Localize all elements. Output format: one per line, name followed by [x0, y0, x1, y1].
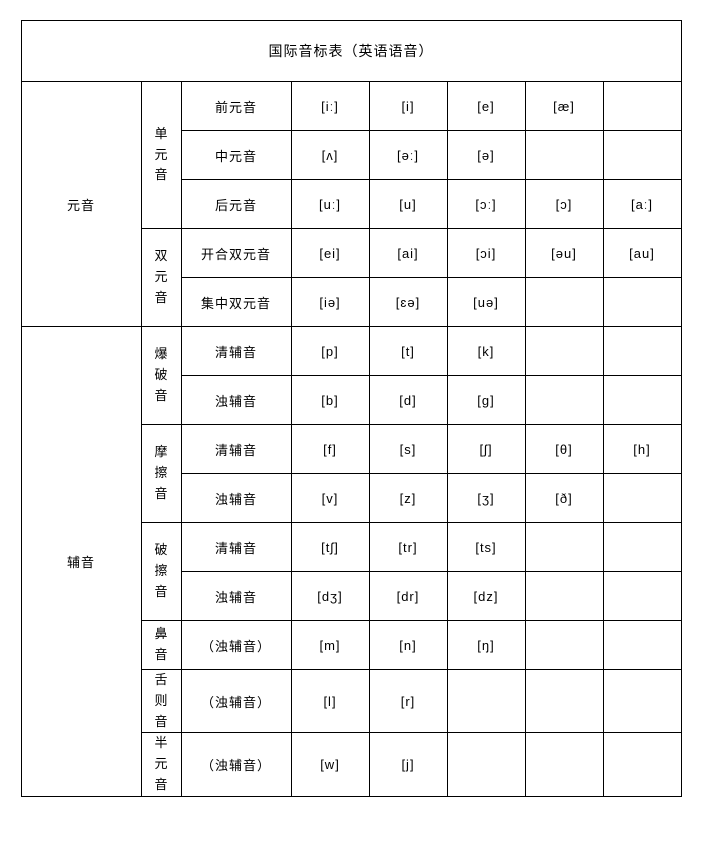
ipa-cell: [æ] — [525, 82, 603, 131]
ipa-cell: [ð] — [525, 474, 603, 523]
ipa-cell: [dr] — [369, 572, 447, 621]
ipa-cell: [əː] — [369, 131, 447, 180]
ipa-cell: [f] — [291, 425, 369, 474]
group-plosive: 爆破音 — [141, 327, 181, 425]
group-diphthong: 双元音 — [141, 229, 181, 327]
group-semivowel: 半元音 — [141, 733, 181, 796]
ipa-cell — [603, 278, 681, 327]
ipa-cell — [525, 621, 603, 670]
ipa-cell — [603, 131, 681, 180]
ipa-cell: [uː] — [291, 180, 369, 229]
ipa-cell: [w] — [291, 733, 369, 796]
ipa-cell — [603, 376, 681, 425]
ipa-cell: [d] — [369, 376, 447, 425]
ipa-cell: [ts] — [447, 523, 525, 572]
category-vowels: 元音 — [21, 82, 141, 327]
ipa-cell: [tr] — [369, 523, 447, 572]
ipa-cell: [ɔ] — [525, 180, 603, 229]
ipa-cell: [aː] — [603, 180, 681, 229]
ipa-cell — [603, 572, 681, 621]
row-label: （浊辅音） — [181, 733, 291, 796]
ipa-cell: [m] — [291, 621, 369, 670]
table-title: 国际音标表（英语语音） — [21, 21, 681, 82]
ipa-cell — [603, 82, 681, 131]
ipa-cell — [525, 733, 603, 796]
ipa-cell — [447, 733, 525, 796]
ipa-cell: [u] — [369, 180, 447, 229]
ipa-cell: [p] — [291, 327, 369, 376]
ipa-cell: [ʃ] — [447, 425, 525, 474]
row-label: 集中双元音 — [181, 278, 291, 327]
ipa-cell: [iː] — [291, 82, 369, 131]
ipa-cell — [525, 523, 603, 572]
category-consonants: 辅音 — [21, 327, 141, 797]
ipa-cell — [603, 474, 681, 523]
ipa-table-container: 国际音标表（英语语音） 元音 单元音 前元音 [iː] [i] [e] [æ] … — [21, 20, 681, 797]
ipa-cell: [ɔː] — [447, 180, 525, 229]
ipa-cell — [525, 131, 603, 180]
row-label: 清辅音 — [181, 425, 291, 474]
ipa-cell: [z] — [369, 474, 447, 523]
ipa-cell: [uə] — [447, 278, 525, 327]
ipa-cell: [l] — [291, 670, 369, 733]
ipa-cell: [k] — [447, 327, 525, 376]
row-label: （浊辅音） — [181, 670, 291, 733]
ipa-cell: [ɛə] — [369, 278, 447, 327]
ipa-cell: [ei] — [291, 229, 369, 278]
ipa-cell: [ʌ] — [291, 131, 369, 180]
ipa-cell — [525, 670, 603, 733]
ipa-cell: [r] — [369, 670, 447, 733]
ipa-table: 国际音标表（英语语音） 元音 单元音 前元音 [iː] [i] [e] [æ] … — [21, 20, 682, 797]
group-nasal: 鼻音 — [141, 621, 181, 670]
ipa-cell: [v] — [291, 474, 369, 523]
row-label: 后元音 — [181, 180, 291, 229]
ipa-cell — [603, 621, 681, 670]
ipa-cell: [tʃ] — [291, 523, 369, 572]
row-label: （浊辅音） — [181, 621, 291, 670]
row-label: 浊辅音 — [181, 572, 291, 621]
ipa-cell: [ɔi] — [447, 229, 525, 278]
row-label: 浊辅音 — [181, 474, 291, 523]
ipa-cell: [i] — [369, 82, 447, 131]
ipa-cell — [447, 670, 525, 733]
ipa-cell: [s] — [369, 425, 447, 474]
ipa-cell: [g] — [447, 376, 525, 425]
row-label: 清辅音 — [181, 523, 291, 572]
ipa-cell — [603, 327, 681, 376]
ipa-cell: [b] — [291, 376, 369, 425]
row-label: 清辅音 — [181, 327, 291, 376]
group-single-vowel: 单元音 — [141, 82, 181, 229]
ipa-cell: [e] — [447, 82, 525, 131]
ipa-cell: [dz] — [447, 572, 525, 621]
ipa-cell: [t] — [369, 327, 447, 376]
ipa-cell: [au] — [603, 229, 681, 278]
row-label: 中元音 — [181, 131, 291, 180]
ipa-cell: [j] — [369, 733, 447, 796]
ipa-cell: [h] — [603, 425, 681, 474]
ipa-cell: [dʒ] — [291, 572, 369, 621]
ipa-cell: [əu] — [525, 229, 603, 278]
ipa-cell: [n] — [369, 621, 447, 670]
group-lateral: 舌则音 — [141, 670, 181, 733]
group-fricative: 摩擦音 — [141, 425, 181, 523]
ipa-cell — [525, 278, 603, 327]
row-label: 浊辅音 — [181, 376, 291, 425]
ipa-cell: [ŋ] — [447, 621, 525, 670]
ipa-cell — [603, 670, 681, 733]
ipa-cell: [ʒ] — [447, 474, 525, 523]
ipa-cell: [ə] — [447, 131, 525, 180]
ipa-cell — [525, 572, 603, 621]
ipa-cell — [525, 376, 603, 425]
ipa-cell: [ai] — [369, 229, 447, 278]
row-label: 前元音 — [181, 82, 291, 131]
ipa-cell: [iə] — [291, 278, 369, 327]
row-label: 开合双元音 — [181, 229, 291, 278]
ipa-cell — [525, 327, 603, 376]
ipa-cell — [603, 523, 681, 572]
ipa-cell: [θ] — [525, 425, 603, 474]
ipa-cell — [603, 733, 681, 796]
group-affricate: 破擦音 — [141, 523, 181, 621]
